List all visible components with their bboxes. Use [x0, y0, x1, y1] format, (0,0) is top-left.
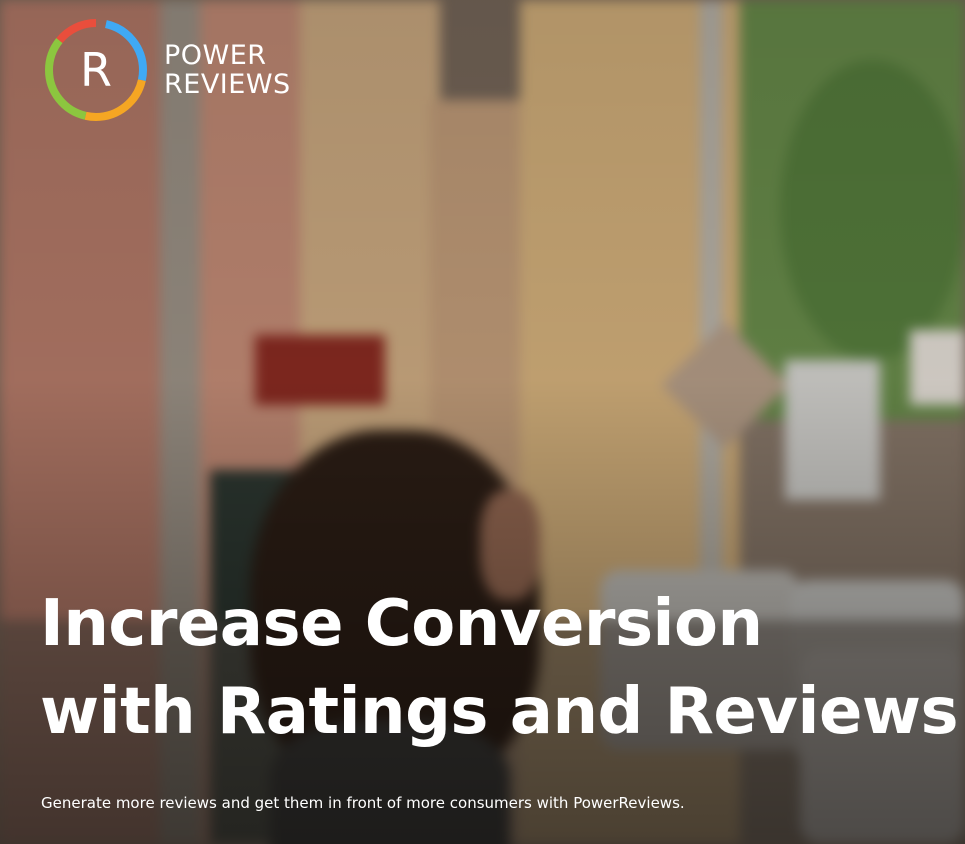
- brand-name-line2: REVIEWS: [164, 69, 291, 100]
- hero-subtext: Generate more reviews and get them in fr…: [41, 794, 685, 812]
- logo-letter: R: [80, 43, 112, 97]
- headline-line2: with Ratings and Reviews: [40, 675, 959, 749]
- powerreviews-logo[interactable]: R POWER REVIEWS: [42, 16, 291, 124]
- headline-line1: Increase Conversion: [40, 587, 763, 661]
- hero-headline: Increase Conversion with Ratings and Rev…: [40, 580, 960, 756]
- logo-ring-icon: R: [45, 19, 147, 121]
- brand-name-line1: POWER: [164, 40, 267, 71]
- brand-name: POWER REVIEWS: [164, 41, 291, 99]
